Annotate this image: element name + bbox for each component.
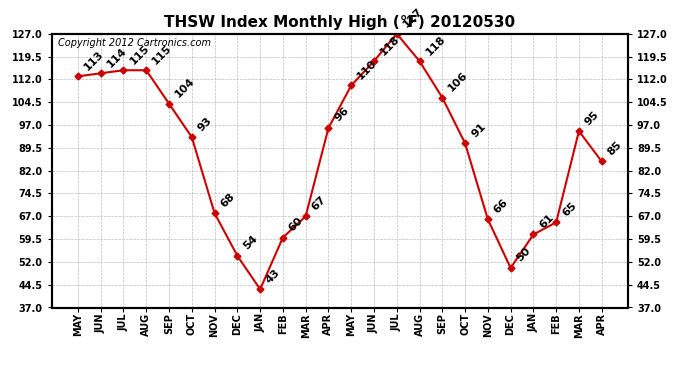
Text: 104: 104 xyxy=(173,76,197,99)
Text: 127: 127 xyxy=(401,6,424,30)
Text: 106: 106 xyxy=(446,70,470,93)
Text: 60: 60 xyxy=(287,215,305,233)
Text: 115: 115 xyxy=(150,43,174,66)
Text: Copyright 2012 Cartronics.com: Copyright 2012 Cartronics.com xyxy=(57,38,210,48)
Text: 61: 61 xyxy=(538,212,555,230)
Text: 93: 93 xyxy=(196,115,214,133)
Text: 118: 118 xyxy=(424,33,447,57)
Text: 110: 110 xyxy=(355,58,379,81)
Text: 68: 68 xyxy=(219,191,237,209)
Text: 95: 95 xyxy=(583,109,601,127)
Text: 65: 65 xyxy=(560,200,578,218)
Text: 54: 54 xyxy=(241,234,259,252)
Text: 43: 43 xyxy=(264,267,282,285)
Text: 118: 118 xyxy=(378,33,402,57)
Text: 91: 91 xyxy=(469,121,487,139)
Text: 85: 85 xyxy=(606,140,624,158)
Title: THSW Index Monthly High (°F) 20120530: THSW Index Monthly High (°F) 20120530 xyxy=(164,15,515,30)
Text: 66: 66 xyxy=(492,197,510,215)
Text: 96: 96 xyxy=(333,106,351,124)
Text: 113: 113 xyxy=(82,49,106,72)
Text: 50: 50 xyxy=(515,246,533,264)
Text: 115: 115 xyxy=(128,43,151,66)
Text: 67: 67 xyxy=(310,194,328,212)
Text: 114: 114 xyxy=(105,45,128,69)
